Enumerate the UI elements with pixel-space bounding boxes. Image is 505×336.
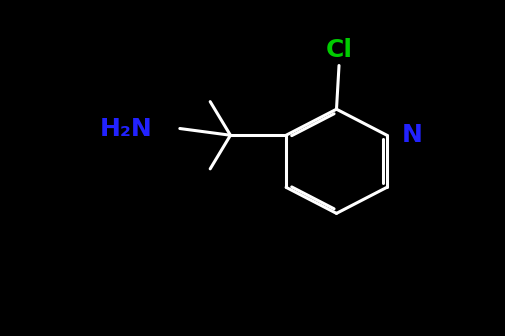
Text: N: N [401,123,422,147]
Text: Cl: Cl [325,38,352,62]
Text: H₂N: H₂N [99,117,152,140]
